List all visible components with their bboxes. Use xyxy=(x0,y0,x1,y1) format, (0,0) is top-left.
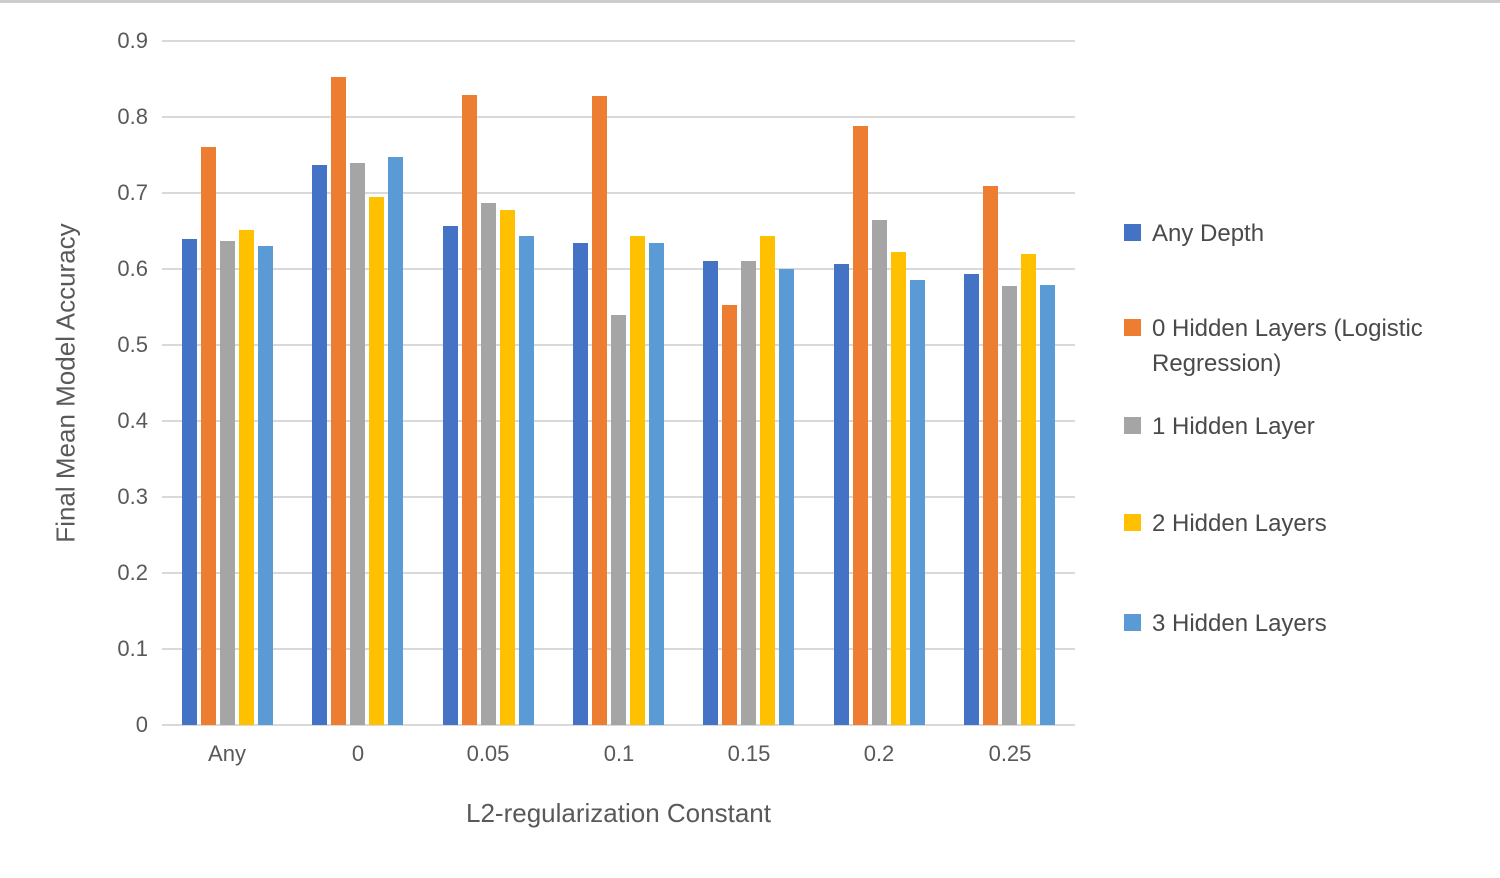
bar xyxy=(258,246,273,725)
legend-label: 1 Hidden Layer xyxy=(1152,413,1315,440)
bar xyxy=(519,236,534,725)
bar xyxy=(462,95,477,725)
x-axis-category-label: 0.25 xyxy=(988,741,1032,766)
bar xyxy=(331,77,346,725)
bar xyxy=(722,305,737,725)
y-axis-tick-label: 0.8 xyxy=(117,104,148,129)
gridline xyxy=(162,268,1075,270)
legend-label: 3 Hidden Layers xyxy=(1152,610,1327,637)
legend-marker-icon xyxy=(1124,224,1141,241)
legend-item: 3 Hidden Layers xyxy=(1124,606,1492,641)
y-axis-tick-label: 0 xyxy=(135,712,148,737)
bar xyxy=(611,315,626,725)
bar xyxy=(983,186,998,725)
bar xyxy=(834,264,849,725)
bar xyxy=(388,157,403,725)
bar xyxy=(779,269,794,725)
gridline xyxy=(162,192,1075,194)
gridline xyxy=(162,40,1075,42)
bar xyxy=(369,197,384,725)
bar xyxy=(573,243,588,725)
x-axis-category-label: 0.1 xyxy=(603,741,635,766)
bar xyxy=(760,236,775,725)
bar xyxy=(630,236,645,725)
legend-marker-icon xyxy=(1124,417,1141,434)
bar xyxy=(853,126,868,725)
y-axis-tick-label: 0.1 xyxy=(117,636,148,661)
bar xyxy=(891,252,906,725)
x-axis-category-label: 0.15 xyxy=(727,741,771,766)
bar xyxy=(592,96,607,725)
bar xyxy=(182,239,197,725)
legend-marker-icon xyxy=(1124,514,1141,531)
legend-marker-icon xyxy=(1124,614,1141,631)
x-axis-category-label: 0.05 xyxy=(466,741,510,766)
y-axis-tick-label: 0.4 xyxy=(117,408,148,433)
legend-label: 2 Hidden Layers xyxy=(1152,510,1327,537)
x-axis-title: L2-regularization Constant xyxy=(466,798,771,828)
legend-marker-icon xyxy=(1124,319,1141,336)
y-axis-tick-label: 0.6 xyxy=(117,256,148,281)
bar xyxy=(500,210,515,725)
bar xyxy=(481,203,496,725)
bar xyxy=(1021,254,1036,725)
bar xyxy=(350,163,365,725)
gridline xyxy=(162,724,1075,726)
plot-area xyxy=(162,40,1075,726)
y-axis-tick-label: 0.7 xyxy=(117,180,148,205)
x-axis-category-label: Any xyxy=(208,741,246,766)
legend-item: Any Depth xyxy=(1124,216,1492,251)
legend-label: 0 Hidden Layers (Logistic Regression) xyxy=(1152,315,1423,377)
bar xyxy=(649,243,664,725)
y-axis-tick-label: 0.3 xyxy=(117,484,148,509)
legend-item: 1 Hidden Layer xyxy=(1124,409,1492,444)
gridline xyxy=(162,116,1075,118)
bar xyxy=(201,147,216,725)
bar xyxy=(239,230,254,725)
legend-item: 2 Hidden Layers xyxy=(1124,506,1492,541)
bar xyxy=(872,220,887,725)
bar xyxy=(312,165,327,725)
y-axis-tick-label: 0.2 xyxy=(117,560,148,585)
y-axis-tick-label: 0.9 xyxy=(117,28,148,53)
bar xyxy=(220,241,235,725)
y-axis-tick-label: 0.5 xyxy=(117,332,148,357)
bar xyxy=(1002,286,1017,725)
legend-label: Any Depth xyxy=(1152,220,1265,247)
bar xyxy=(443,226,458,725)
legend-item: 0 Hidden Layers (Logistic Regression) xyxy=(1124,311,1492,381)
bar xyxy=(741,261,756,725)
x-axis-category-label: 0.2 xyxy=(863,741,895,766)
bar xyxy=(1040,285,1055,725)
bar xyxy=(910,280,925,725)
bar xyxy=(703,261,718,725)
bar xyxy=(964,274,979,725)
x-axis-category-label: 0 xyxy=(351,741,365,766)
